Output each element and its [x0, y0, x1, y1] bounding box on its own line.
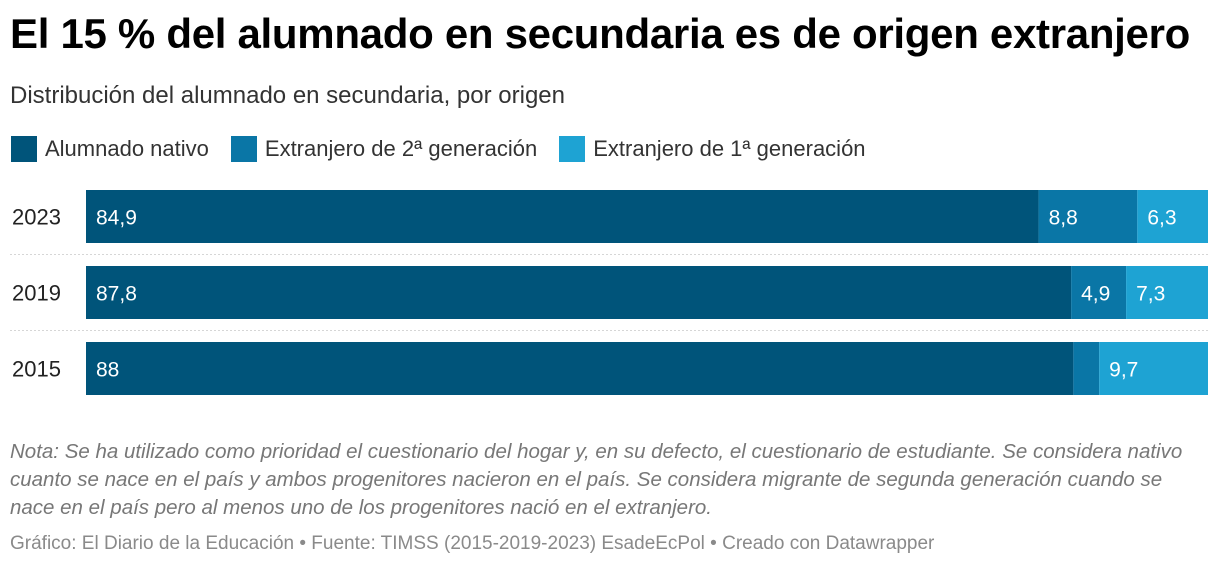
- legend-item-segunda-generacion: Extranjero de 2ª generación: [230, 136, 538, 162]
- legend-swatch-primera-generacion: [559, 136, 586, 162]
- bar-2023-series-0: [86, 190, 1039, 243]
- legend-swatch-segunda-generacion: [230, 136, 257, 162]
- bar-2019-series-1: [1071, 266, 1127, 319]
- legend-item-primera-generacion: Extranjero de 1ª generación: [559, 136, 866, 162]
- data-label-2023-series-1: 8,8: [1049, 207, 1078, 230]
- category-label-2019: 2019: [12, 281, 61, 306]
- data-label-2015-series-2: 9,7: [1109, 359, 1138, 382]
- data-label-2019-series-0: 87,8: [96, 283, 137, 306]
- category-label-2023: 2023: [12, 205, 61, 230]
- bar-2019-series-0: [86, 266, 1072, 319]
- legend-swatch-nativo: [11, 136, 37, 162]
- data-label-2019-series-1: 4,9: [1081, 283, 1110, 306]
- legend-label-primera-generacion: Extranjero de 1ª generación: [593, 136, 866, 161]
- chart-title: El 15 % del alumnado en secundaria es de…: [10, 10, 1191, 57]
- data-label-2023-series-0: 84,9: [96, 207, 137, 230]
- bar-2023-series-1: [1038, 190, 1138, 243]
- category-label-2015: 2015: [12, 357, 61, 382]
- chart-note: Nota: Se ha utilizado como prioridad el …: [10, 440, 1183, 519]
- legend-item-nativo: Alumnado nativo: [11, 136, 209, 162]
- stacked-bar-chart: 2023 84,9 8,8 6,3 2019 87,8 4,9 7,3 2015 88 9,7: [10, 190, 1208, 395]
- bar-2015-series-2: [1099, 342, 1208, 395]
- chart-footer: Gráfico: El Diario de la Educación • Fue…: [10, 533, 935, 554]
- legend-label-segunda-generacion: Extranjero de 2ª generación: [264, 136, 538, 161]
- chart-subtitle: Distribución del alumnado en secundaria,…: [10, 82, 565, 109]
- legend-label-nativo: Alumnado nativo: [45, 136, 209, 161]
- bar-2015-series-1: [1073, 342, 1100, 395]
- bar-2015-series-0: [86, 342, 1074, 395]
- bar-2023-series-2: [1137, 190, 1208, 243]
- data-label-2023-series-2: 6,3: [1147, 207, 1176, 230]
- bar-2019-series-2: [1126, 266, 1208, 319]
- data-label-2015-series-0: 88: [96, 359, 119, 382]
- data-label-2019-series-2: 7,3: [1136, 283, 1165, 306]
- legend: Alumnado nativo Extranjero de 2ª generac…: [11, 136, 866, 162]
